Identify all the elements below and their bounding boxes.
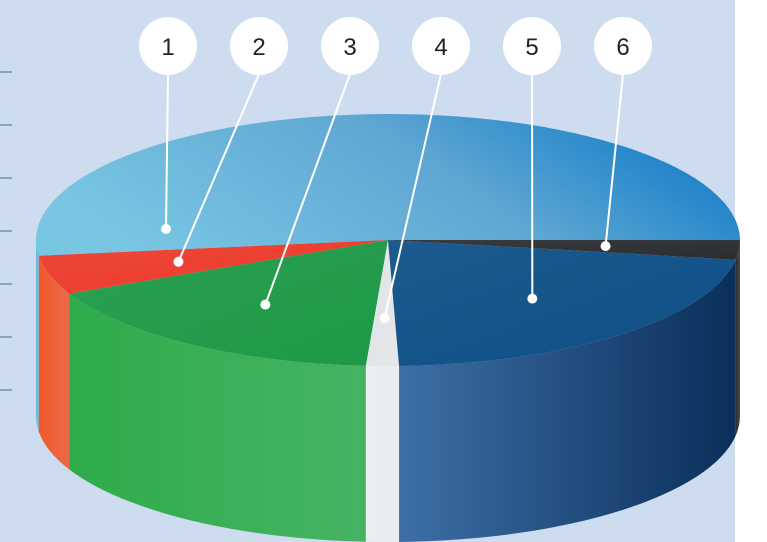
- pie-slice-1: [36, 114, 740, 256]
- callout-circle-5: [503, 17, 561, 75]
- callout-circle-2: [230, 17, 288, 75]
- callout-label-4: 4: [434, 34, 447, 61]
- callout-dot-1: [161, 224, 171, 234]
- side-wall-slice-1: [36, 240, 39, 432]
- callout-dot-6: [600, 241, 611, 252]
- pie-top-faces: [36, 114, 740, 366]
- pie-slice-4: [365, 240, 400, 366]
- callout-dot-5: [527, 293, 538, 304]
- callout-circle-1: [139, 17, 197, 75]
- side-wall-slice-5: [399, 259, 736, 542]
- callout-line-3: [264, 73, 351, 305]
- callout-line-1: [165, 73, 169, 230]
- callout-line-2: [177, 73, 260, 263]
- callout-label-5: 5: [525, 34, 538, 61]
- callout-line-6: [604, 73, 624, 247]
- side-wall-slice-6: [735, 240, 740, 436]
- callout-label-2: 2: [252, 34, 265, 61]
- callouts: 1 2 3 4 5 6: [139, 17, 652, 324]
- pie-slice-2: [38, 240, 388, 294]
- callout-dot-4: [379, 313, 390, 324]
- side-wall-slice-4: [365, 365, 400, 542]
- callout-circle-4: [412, 17, 470, 75]
- callout-label-6: 6: [616, 34, 629, 61]
- callout-circle-6: [594, 17, 652, 75]
- callout-label-1: 1: [161, 34, 174, 61]
- pie-side-walls: [36, 240, 740, 542]
- pie-slice-6: [388, 240, 740, 260]
- side-wall-slice-3: [69, 293, 366, 542]
- callout-line-4: [383, 73, 442, 319]
- callout-label-3: 3: [343, 34, 356, 61]
- callout-dot-2: [173, 256, 184, 267]
- callout-circle-3: [321, 17, 379, 75]
- pie-slice-5: [388, 240, 736, 366]
- side-wall-slice-2: [38, 255, 70, 470]
- tick-marks: [0, 71, 12, 391]
- pie-slice-3: [69, 240, 388, 366]
- callout-dot-3: [260, 299, 271, 310]
